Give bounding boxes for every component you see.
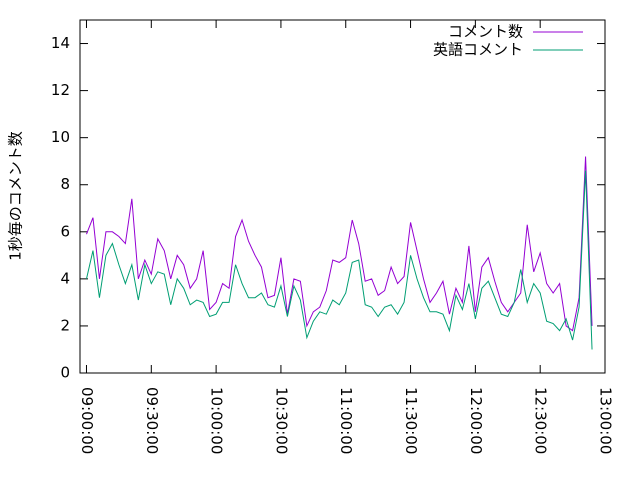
- y-tick-label: 2: [60, 316, 70, 334]
- x-tick-label: 10:00:00: [208, 387, 226, 454]
- y-axis-label: 1秒毎のコメント数: [7, 131, 25, 261]
- x-tick-label: 12:00:00: [467, 387, 485, 454]
- x-tick-label: 13:00:00: [597, 387, 615, 454]
- legend-label: コメント数: [448, 23, 523, 41]
- y-tick-label: 4: [60, 269, 70, 287]
- x-tick-label: 09:00:00: [78, 387, 96, 454]
- x-tick-label: 09:30:00: [143, 387, 161, 454]
- x-tick-label: 10:30:00: [272, 387, 290, 454]
- y-tick-label: 8: [60, 175, 70, 193]
- x-tick-label: 11:00:00: [337, 387, 355, 454]
- y-tick-label: 6: [60, 222, 70, 240]
- legend-label: 英語コメント: [433, 41, 523, 59]
- series-line: [85, 170, 593, 350]
- x-tick-label: 12:30:00: [532, 387, 550, 454]
- x-tick-label: 11:30:00: [402, 387, 420, 454]
- y-tick-label: 0: [60, 364, 70, 382]
- y-tick-label: 12: [51, 81, 70, 99]
- series-line: [86, 156, 593, 332]
- y-tick-label: 14: [51, 34, 70, 52]
- plot-border: [79, 19, 606, 374]
- y-tick-label: 10: [51, 128, 70, 146]
